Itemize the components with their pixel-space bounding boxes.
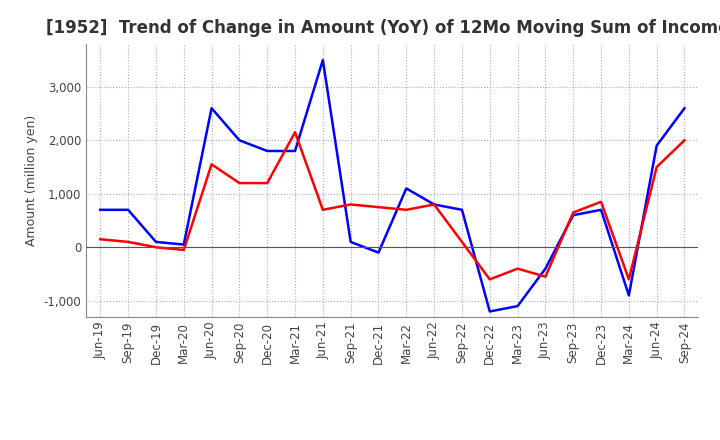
Ordinary Income — [124, 207, 132, 213]
Net Income — [597, 199, 606, 205]
Net Income — [318, 207, 327, 213]
Net Income — [402, 207, 410, 213]
Net Income — [235, 180, 243, 186]
Title: [1952]  Trend of Change in Amount (YoY) of 12Mo Moving Sum of Incomes: [1952] Trend of Change in Amount (YoY) o… — [45, 19, 720, 37]
Ordinary Income — [485, 309, 494, 314]
Ordinary Income — [291, 148, 300, 154]
Ordinary Income — [207, 106, 216, 111]
Net Income — [458, 239, 467, 245]
Net Income — [541, 274, 550, 279]
Ordinary Income — [263, 148, 271, 154]
Net Income — [430, 202, 438, 207]
Line: Net Income: Net Income — [100, 132, 685, 279]
Ordinary Income — [541, 266, 550, 271]
Net Income — [263, 180, 271, 186]
Net Income — [374, 205, 383, 210]
Net Income — [680, 138, 689, 143]
Ordinary Income — [458, 207, 467, 213]
Net Income — [513, 266, 522, 271]
Legend: Ordinary Income, Net Income: Ordinary Income, Net Income — [237, 436, 548, 440]
Ordinary Income — [402, 186, 410, 191]
Y-axis label: Amount (million yen): Amount (million yen) — [25, 115, 38, 246]
Ordinary Income — [235, 138, 243, 143]
Net Income — [624, 277, 633, 282]
Ordinary Income — [513, 304, 522, 309]
Ordinary Income — [96, 207, 104, 213]
Ordinary Income — [152, 239, 161, 245]
Ordinary Income — [680, 106, 689, 111]
Net Income — [96, 237, 104, 242]
Net Income — [652, 165, 661, 170]
Ordinary Income — [430, 202, 438, 207]
Net Income — [485, 277, 494, 282]
Net Income — [124, 239, 132, 245]
Ordinary Income — [597, 207, 606, 213]
Net Income — [346, 202, 355, 207]
Ordinary Income — [374, 250, 383, 255]
Line: Ordinary Income: Ordinary Income — [100, 60, 685, 312]
Ordinary Income — [179, 242, 188, 247]
Ordinary Income — [318, 57, 327, 62]
Ordinary Income — [346, 239, 355, 245]
Ordinary Income — [569, 213, 577, 218]
Net Income — [152, 245, 161, 250]
Ordinary Income — [652, 143, 661, 148]
Ordinary Income — [624, 293, 633, 298]
Net Income — [569, 210, 577, 215]
Net Income — [179, 247, 188, 253]
Net Income — [291, 130, 300, 135]
Net Income — [207, 162, 216, 167]
